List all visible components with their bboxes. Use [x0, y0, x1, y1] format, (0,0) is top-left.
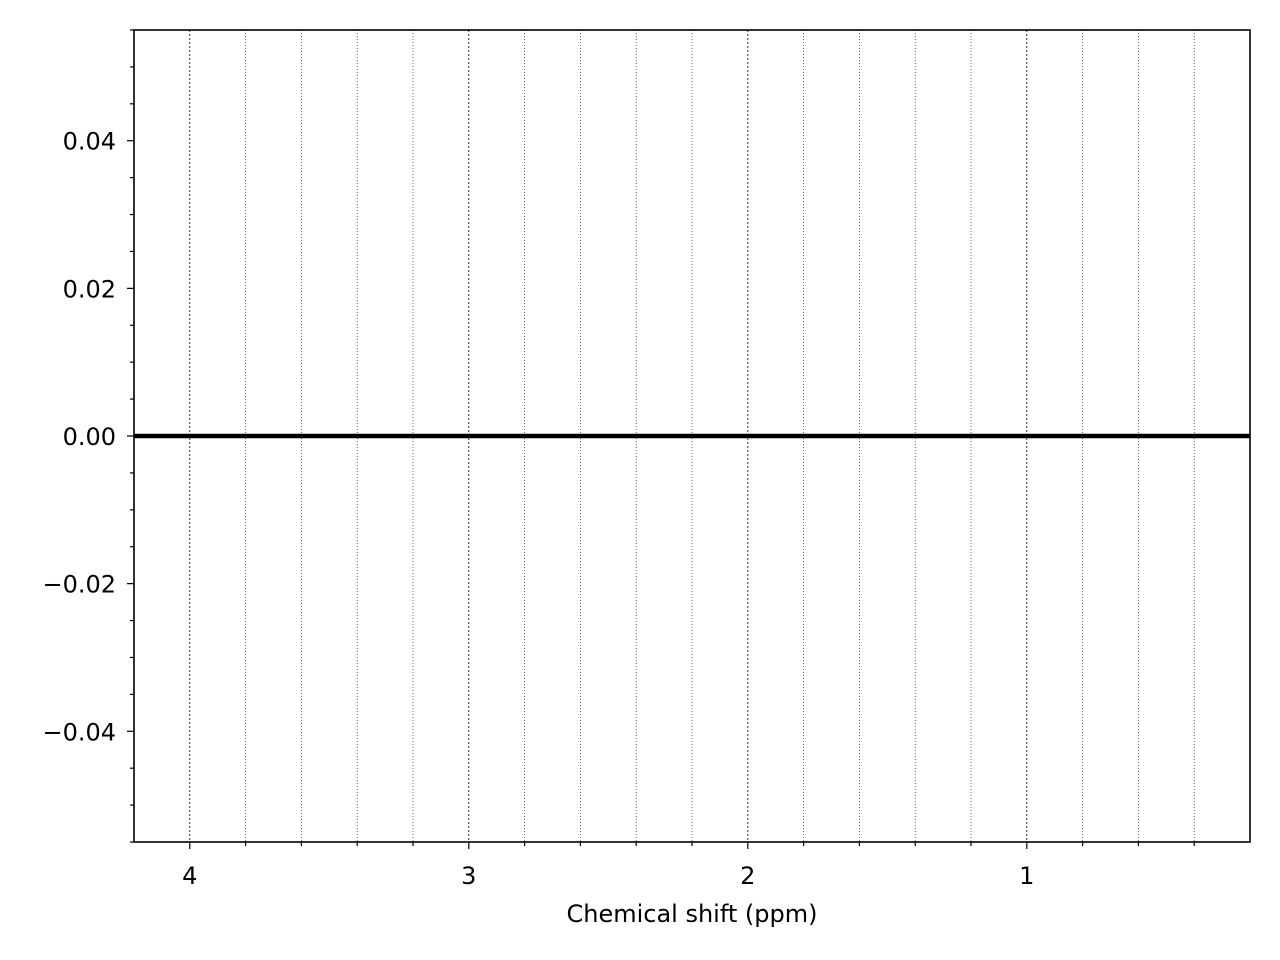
y-axis: 0.04 0.02 0.00 −0.02 −0.04 [42, 29, 134, 843]
x-tick-label: 4 [182, 862, 197, 890]
x-axis: 4 3 2 1 [182, 842, 1195, 890]
y-tick-label: −0.02 [42, 571, 116, 599]
x-axis-title: Chemical shift (ppm) [566, 900, 817, 928]
x-tick-label: 1 [1019, 862, 1034, 890]
y-tick-label: 0.02 [63, 275, 116, 303]
y-tick-label: 0.00 [63, 423, 116, 451]
y-tick-label: 0.04 [63, 128, 116, 156]
y-tick-label: −0.04 [42, 718, 116, 746]
x-tick-label: 3 [461, 862, 476, 890]
x-tick-label: 2 [740, 862, 755, 890]
